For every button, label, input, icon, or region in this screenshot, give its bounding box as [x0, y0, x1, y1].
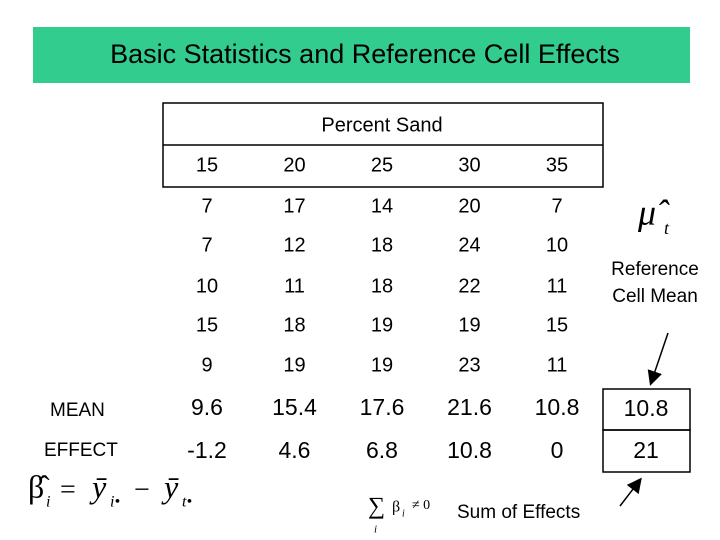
cell: 18	[283, 314, 305, 336]
subscript: i	[46, 494, 50, 511]
symbol: ȳ	[161, 468, 179, 504]
symbol: ∑	[368, 494, 385, 520]
symbol: β	[392, 499, 400, 516]
symbol: −	[134, 474, 150, 505]
cell: 24	[458, 234, 480, 256]
table-body: 15 20 25 30 35 7 17 14 20 7 7 12 18 24 10 10 11 18 22 11 15 1…	[187, 154, 579, 463]
summary-cell: 9.6	[191, 394, 223, 420]
effect-sum: 21	[633, 437, 659, 463]
cell: 10	[196, 275, 218, 297]
column-header: 25	[371, 154, 393, 176]
arrow	[647, 332, 669, 386]
summary-cell: 17.6	[360, 394, 405, 420]
cell: 10	[546, 234, 568, 256]
column-header: 35	[546, 154, 568, 176]
reference-mean: 10.8	[624, 395, 669, 421]
cell: 19	[458, 314, 480, 336]
formula-mu-sub: t	[664, 218, 670, 238]
symbol: =	[60, 474, 76, 505]
cell: 18	[371, 275, 393, 297]
summary-cell: -1.2	[187, 437, 227, 463]
cell: 15	[196, 314, 218, 336]
cell: 7	[201, 195, 212, 217]
cell: 11	[284, 275, 305, 297]
cell: 11	[547, 354, 568, 376]
summary-cell: 6.8	[366, 437, 398, 463]
cell: 12	[283, 234, 305, 256]
cell: 7	[201, 234, 212, 256]
cell: 19	[371, 354, 393, 376]
caption: Percent Sand	[321, 114, 442, 136]
summary-cell: 0	[551, 437, 564, 463]
summary-cell: 10.8	[447, 437, 492, 463]
subscript: t•	[182, 494, 192, 511]
cell: 15	[546, 314, 568, 336]
title: Basic Statistics and Reference Cell Effe…	[110, 39, 620, 69]
reference-label: Reference	[611, 259, 699, 280]
cell: 23	[458, 354, 480, 376]
subscript: i•	[110, 494, 120, 511]
cell: 18	[371, 234, 393, 256]
title-banner	[33, 27, 690, 83]
subscript: i	[402, 508, 405, 519]
column-header: 30	[458, 154, 480, 176]
cell: 19	[283, 354, 305, 376]
cell: 7	[551, 195, 562, 217]
cell: 20	[458, 195, 480, 217]
column-header: 20	[283, 154, 305, 176]
column-header: 15	[196, 154, 218, 176]
summary-cell: 21.6	[447, 394, 492, 420]
summary-cell: 15.4	[272, 394, 317, 420]
cell: 14	[371, 195, 393, 217]
symbol: ≠ 0	[412, 498, 430, 513]
arrow	[619, 477, 642, 507]
summary-cell: 10.8	[535, 394, 580, 420]
cell: 19	[371, 314, 393, 336]
cell: 17	[283, 195, 305, 217]
reference-box	[602, 429, 691, 473]
cell: 11	[547, 275, 568, 297]
summary-cell: 4.6	[279, 437, 311, 463]
sum-label: Sum of Effects	[457, 502, 580, 523]
cell: 9	[201, 354, 212, 376]
cell: 22	[458, 275, 480, 297]
reference-label: Cell Mean	[612, 286, 698, 307]
symbol: ȳ	[89, 468, 107, 504]
row-label: MEAN	[50, 400, 105, 421]
row-label: EFFECT	[44, 440, 118, 461]
subscript: i	[374, 524, 377, 536]
formula-beta: β̂ i = ȳ i• − ȳ t•	[28, 468, 192, 510]
formula-sum: ∑ i β i ≠ 0	[368, 494, 430, 536]
